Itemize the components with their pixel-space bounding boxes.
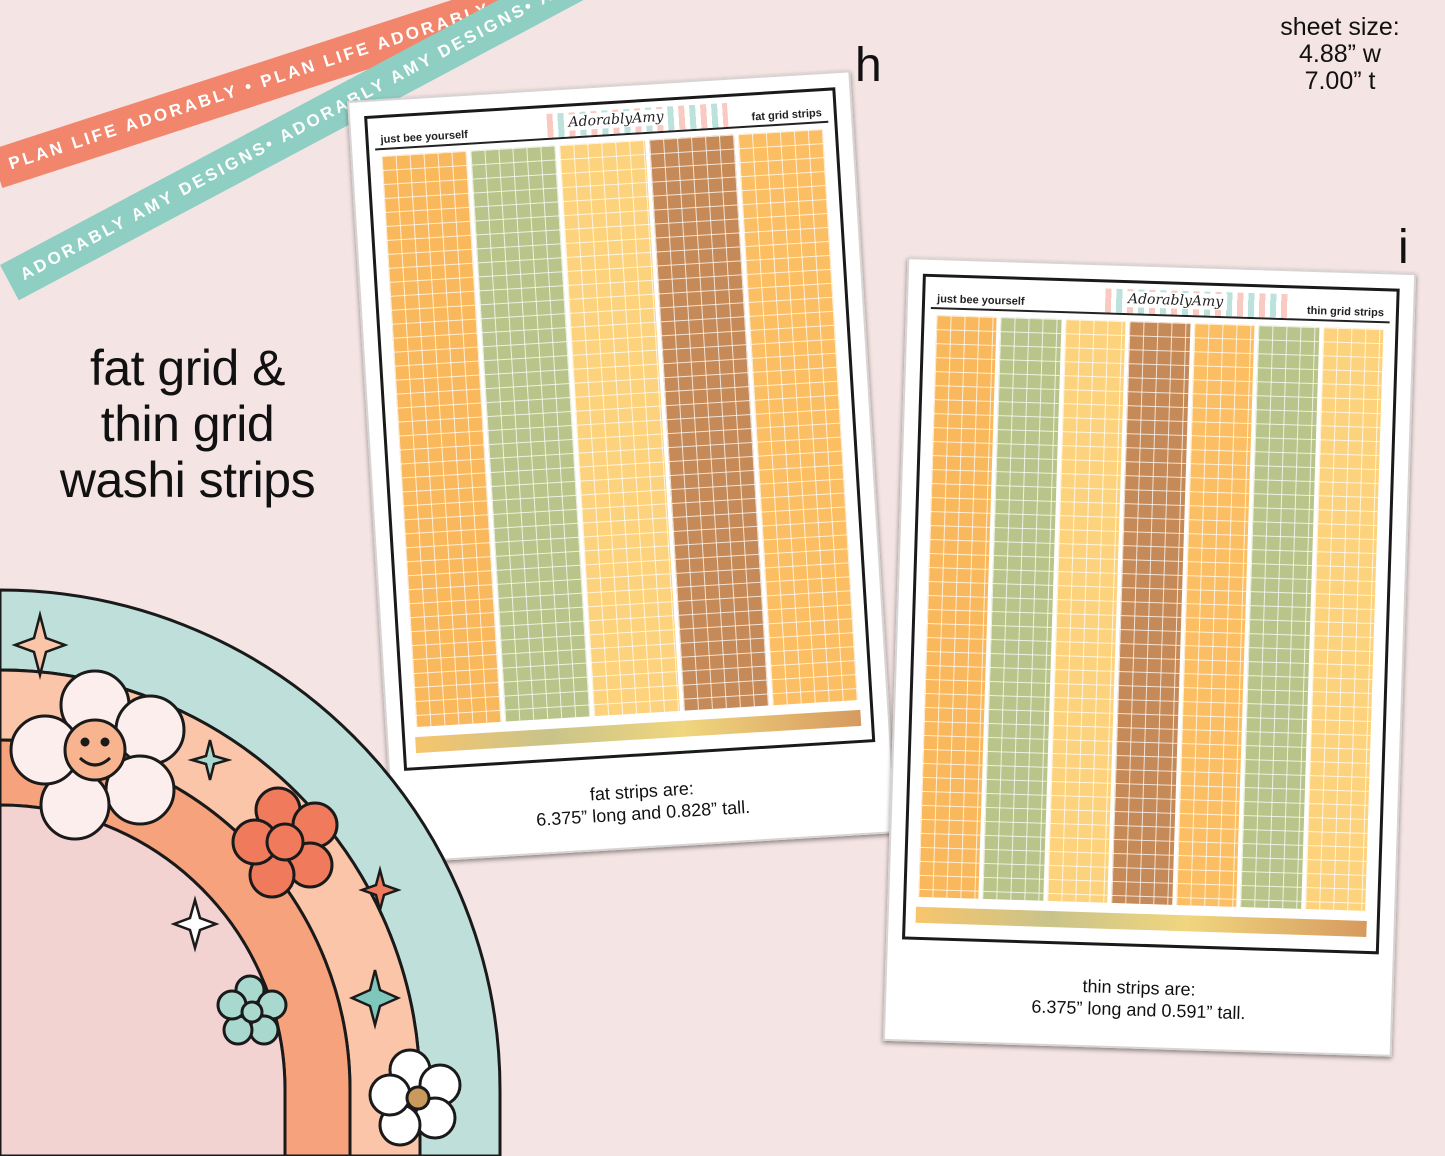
sheet-i-bottom-strip — [915, 906, 1367, 937]
white-flower-icon — [368, 1048, 462, 1147]
teal-flower-icon — [216, 974, 288, 1046]
sheet-i-header-left: just bee yourself — [936, 293, 1025, 308]
sheet-i-strips — [916, 315, 1385, 911]
sheet-i-letter: i — [1398, 221, 1409, 274]
rainbow-decoration — [0, 588, 502, 1156]
headline-line-3: washi strips — [59, 452, 316, 508]
sheet-size-label: sheet size: — [1280, 13, 1400, 41]
headline-line-1: fat grid & — [89, 340, 286, 396]
product-headline: fat grid & thin grid washi strips — [20, 340, 355, 508]
sheet-size-info: sheet size: 4.88” w 7.00” t — [1265, 14, 1415, 95]
sheet-size-height: 7.00” t — [1304, 67, 1376, 95]
headline-line-2: thin grid — [100, 396, 275, 452]
sheet-h-header-right: fat grid strips — [751, 107, 823, 124]
sheet-i-logo: AdorablyAmy — [1123, 291, 1228, 311]
sheet-size-width: 4.88” w — [1299, 40, 1381, 68]
sheet-i-sticker-area: just bee yourself AdorablyAmy thin grid … — [902, 273, 1400, 955]
sheet-h-header-left: just bee yourself — [380, 128, 469, 147]
smiley-flower-icon — [9, 669, 186, 841]
sheet-h-letter: h — [855, 39, 882, 92]
sheet-i-caption: thin strips are: 6.375” long and 0.591” … — [886, 969, 1392, 1029]
sheet-i-header-right: thin grid strips — [1306, 304, 1385, 320]
washi-strip — [1304, 327, 1384, 911]
sparkle-icon — [11, 610, 402, 1030]
orange-flower-icon — [231, 786, 339, 899]
sheet-i-card: just bee yourself AdorablyAmy thin grid … — [882, 257, 1417, 1057]
